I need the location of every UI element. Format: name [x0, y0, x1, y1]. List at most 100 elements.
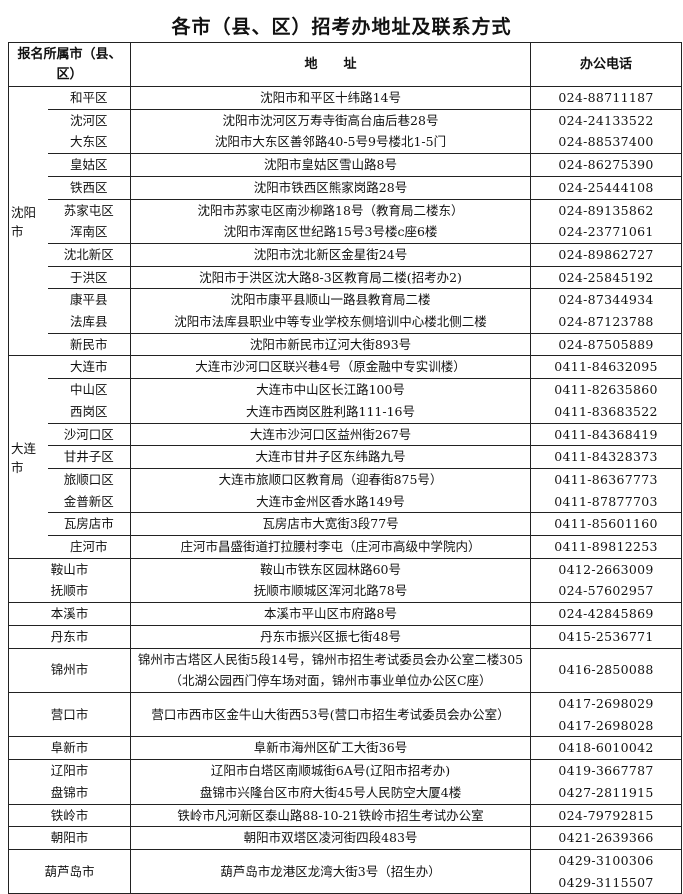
- table-row: 营口市 营口市西市区金牛山大街西53号(营口市招生考试委员会办公室） 0417-26…: [7, 691, 683, 738]
- district-cell: 鞍山市 抚顺市: [7, 557, 132, 604]
- table-row: 铁岭市 铁岭市凡河新区泰山路88-10-21铁岭市招生考试办公室 024-79792…: [7, 803, 683, 828]
- contact-table: 报名所属市（县、区） 地 址 办公电话 沈阳市 和平区 沈阳市和平区十纬路14号 02…: [7, 42, 683, 894]
- address-text: 阜新市海州区矿工大街36号: [253, 740, 408, 756]
- address-text: 沈阳市于洪区沈大路8-3区教育局二楼(招考办2): [199, 269, 462, 285]
- phone-number: 0417-2698028: [558, 717, 654, 733]
- phone-number: 0416-2850088: [558, 662, 654, 678]
- table-row: 大连市 大连市 大连市沙河口区联兴巷4号（原金融中专实训楼） 0411-8463209…: [8, 355, 683, 559]
- district-name: 浑南区: [70, 224, 108, 240]
- table-row: 甘井子区 大连市甘井子区东纬路九号 0411-84328373: [9, 445, 683, 469]
- address-text: 庄河市昌盛街道打拉腰村李屯（庄河市高级中学院内）: [180, 539, 481, 555]
- district-name: 锦州市: [50, 662, 89, 678]
- address-cell: 阜新市海州区矿工大街36号: [130, 736, 532, 761]
- address-text: 沈阳市皇姑区雪山路8号: [264, 157, 397, 173]
- phone-number: 024-25444108: [558, 179, 654, 195]
- phone-number: 0429-3100306: [558, 852, 654, 868]
- address-cell: 沈阳市苏家屯区南沙柳路18号（教育局二楼东） 沈阳市浑南区世纪路15号3号楼c座6…: [130, 198, 532, 244]
- phone-number: 0411-84368419: [554, 426, 658, 442]
- phone-cell: 0411-84632095: [530, 355, 683, 380]
- district-cell: 沈河区 大东区: [47, 108, 132, 155]
- address-text: 朝阳市双塔区凌河街四段483号: [243, 830, 418, 846]
- table-row: 苏家屯区 浑南区 沈阳市苏家屯区南沙柳路18号（教育局二楼东） 沈阳市浑南区世纪路15…: [9, 198, 683, 244]
- table-row: 锦州市 锦州市古塔区人民街5段14号，锦州市招生考试委员会办公室二楼305 （北湖公…: [7, 647, 683, 693]
- phone-number: 0421-2639366: [558, 830, 654, 846]
- phone-cell: 0429-3100306 0429-3115507: [530, 848, 683, 894]
- address-text: 本溪市平山区市府路8号: [264, 606, 397, 622]
- district-cell: 阜新市: [7, 736, 132, 761]
- address-text: 盘锦市兴隆台区市府大街45号人民防空大厦4楼: [199, 784, 462, 800]
- address-text: 沈阳市康平县顺山一路县教育局二楼: [230, 292, 431, 308]
- phone-cell: 0411-86367773 0411-87877703: [530, 467, 683, 514]
- phone-cell: 0412-2663009 024-57602957: [530, 557, 683, 604]
- district-cell: 康平县 法库县: [47, 288, 132, 334]
- address-cell: 沈阳市新民市辽河大街893号: [130, 332, 532, 357]
- district-cell: 于洪区: [47, 265, 132, 290]
- district-name: 营口市: [50, 706, 89, 722]
- address-text: 大连市金州区香水路149号: [256, 493, 405, 509]
- phone-number: 0419-3667787: [558, 763, 654, 779]
- table-row: 沈北新区 沈阳市沈北新区金星街24号 024-89862727: [9, 242, 683, 267]
- phone-number: 0415-2536771: [558, 628, 654, 644]
- phone-cell: 024-87344934 024-87123788: [530, 288, 683, 334]
- district-name: 新民市: [70, 336, 108, 352]
- district-cell: 和平区: [47, 86, 132, 110]
- phone-number: 024-79792815: [558, 807, 654, 823]
- district-name: 鞍山市: [50, 561, 89, 577]
- header-phone: 办公电话: [530, 42, 683, 87]
- phone-cell: 024-86275390: [530, 153, 683, 177]
- address-cell: 辽阳市白塔区南顺城街6A号(辽阳市招考办) 盘锦市兴隆台区市府大街45号人民防空大…: [130, 759, 532, 805]
- district-name: 和平区: [70, 90, 108, 105]
- phone-number: 0411-86367773: [554, 471, 658, 487]
- district-cell: 大连市: [47, 355, 132, 380]
- phone-number: 0411-89812253: [554, 539, 658, 555]
- address-cell: 大连市甘井子区东纬路九号: [130, 445, 532, 469]
- phone-number: 024-87123788: [558, 314, 654, 330]
- address-text: 沈阳市法库县职业中等专业学校东侧培训中心楼北侧二楼: [174, 314, 487, 330]
- district-name: 阜新市: [50, 740, 89, 756]
- district-name: 大东区: [70, 134, 108, 150]
- header-city: 报名所属市（县、区）: [7, 42, 132, 87]
- address-cell: 沈阳市皇姑区雪山路8号: [130, 153, 532, 177]
- address-text: 大连市西岗区胜利路111-16号: [246, 403, 416, 419]
- phone-cell: 0416-2850088: [530, 647, 683, 693]
- phone-number: 024-88537400: [558, 134, 654, 150]
- table-row: 旅顺口区 金普新区 大连市旅顺口区教育局（迎春街875号） 大连市金州区香水路149号…: [9, 467, 683, 514]
- district-cell: 丹东市: [7, 624, 132, 649]
- table-row: 新民市 沈阳市新民市辽河大街893号 024-87505889: [9, 332, 683, 357]
- district-name: 盘锦市: [50, 784, 89, 800]
- district-cell: 沈北新区: [47, 242, 132, 267]
- phone-number: 024-89862727: [558, 246, 654, 262]
- district-cell: 辽阳市 盘锦市: [7, 759, 132, 805]
- phone-number: 0417-2698029: [558, 695, 654, 711]
- phone-number: 024-25845192: [558, 269, 654, 285]
- phone-cell: 024-25444108: [530, 175, 683, 200]
- address-cell: 本溪市平山区市府路8号: [130, 602, 532, 626]
- phone-cell: 024-88711187: [530, 86, 683, 110]
- phone-number: 024-88711187: [558, 90, 654, 105]
- table-row: 康平县 法库县 沈阳市康平县顺山一路县教育局二楼沈阳市法库县职业中等专业学校东侧培训…: [9, 288, 683, 334]
- district-name: 大连市: [70, 359, 108, 375]
- phone-cell: 0417-2698029 0417-2698028: [530, 691, 683, 738]
- district-name: 瓦房店市: [63, 516, 114, 532]
- phone-cell: 0418-6010042: [530, 736, 683, 761]
- address-text: 沈阳市新民市辽河大街893号: [249, 336, 412, 352]
- district-name: 旅顺口区: [63, 471, 114, 487]
- district-cell: 旅顺口区 金普新区: [47, 467, 132, 514]
- table-row: 庄河市 庄河市昌盛街道打拉腰村李屯（庄河市高级中学院内） 0411-89812253: [9, 535, 683, 559]
- table-header-row: 报名所属市（县、区） 地 址 办公电话: [7, 42, 683, 87]
- phone-cell: 024-79792815: [530, 803, 683, 828]
- table-row: 沈阳市 和平区 沈阳市和平区十纬路14号 024-88711187: [8, 85, 683, 357]
- table-row: 沙河口区 大连市沙河口区益州街267号 0411-84368419: [9, 422, 683, 447]
- address-cell: 沈阳市铁西区熊家岗路28号: [130, 175, 532, 200]
- district-name: 沙河口区: [63, 426, 114, 442]
- district-name: 抚顺市: [50, 583, 89, 599]
- district-name: 西岗区: [70, 403, 108, 419]
- table-row: 葫芦岛市 葫芦岛市龙港区龙湾大街3号（招生办） 0429-3100306 0429-3…: [7, 848, 683, 894]
- address-text: 沈阳市沈河区万寿寺街高台庙后巷28号: [222, 112, 439, 128]
- address-text: 铁岭市凡河新区泰山路88-10-21铁岭市招生考试办公室: [177, 807, 484, 823]
- table-row: 沈河区 大东区 沈阳市沈河区万寿寺街高台庙后巷28号 沈阳市大东区善邻路40-5号9号…: [9, 108, 683, 155]
- phone-cell: 024-87505889: [530, 332, 683, 357]
- address-cell: 铁岭市凡河新区泰山路88-10-21铁岭市招生考试办公室: [130, 803, 532, 828]
- phone-cell: 0421-2639366: [530, 826, 683, 850]
- district-cell: 新民市: [47, 332, 132, 357]
